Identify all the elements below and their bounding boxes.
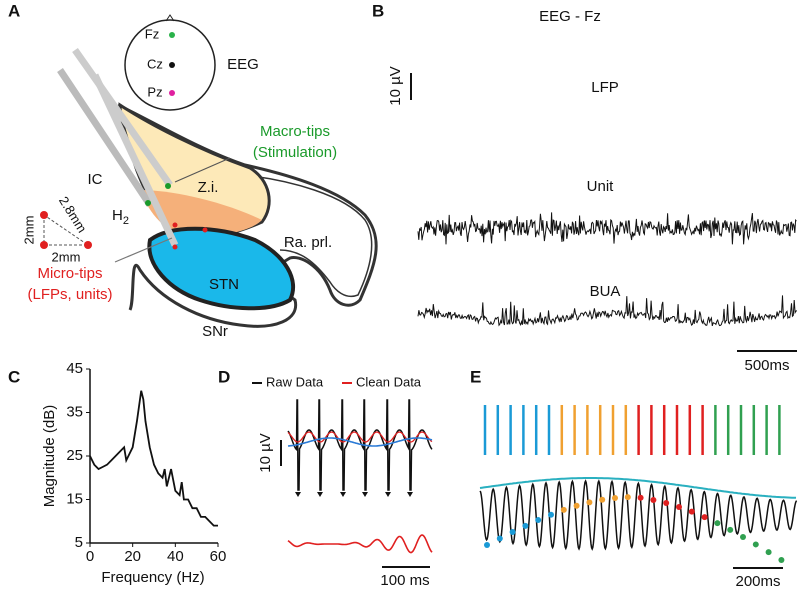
- x-axis-label: Frequency (Hz): [101, 569, 204, 586]
- scale-label: 100 ms: [380, 572, 429, 589]
- y-tick-label: 25: [66, 447, 83, 464]
- phase-dot: [701, 514, 708, 521]
- electrode-label: Fz: [145, 26, 159, 41]
- x-tick-label: 20: [124, 548, 141, 565]
- trace-label: BUA: [590, 283, 621, 300]
- macro-tips-label: Macro-tips: [260, 123, 330, 140]
- clean-trace: [287, 534, 433, 554]
- panel-label: D: [218, 367, 230, 386]
- region-label: H: [112, 207, 123, 224]
- spike-marker: [340, 492, 346, 497]
- baseline-overlay: [287, 437, 433, 447]
- phase-dot: [752, 541, 759, 548]
- phase-dot: [727, 526, 734, 533]
- y-tick-label: 15: [66, 490, 83, 507]
- region-label: Z.i.: [198, 179, 219, 196]
- y-tick-label: 35: [66, 403, 83, 420]
- anatomy: [40, 14, 378, 328]
- phase-dot: [586, 499, 593, 506]
- y-tick-label: 45: [66, 360, 83, 377]
- panel-label: E: [470, 367, 481, 386]
- phase-dot: [676, 503, 682, 510]
- phase-dot: [740, 533, 746, 540]
- scale-label: 10 µV: [257, 433, 274, 473]
- x-tick-label: 40: [167, 548, 184, 565]
- phase-dot: [650, 496, 657, 503]
- phase-dot: [612, 495, 618, 502]
- region-label: IC: [88, 171, 103, 188]
- y-axis-label: Magnitude (dB): [41, 405, 58, 508]
- phase-dot: [663, 500, 670, 507]
- unit-trace: [417, 212, 797, 245]
- scale-label: 10 µV: [387, 66, 404, 106]
- trace-label: LFP: [591, 79, 619, 96]
- distance-label: 2.8mm: [56, 194, 90, 236]
- clean-overlay: [287, 431, 433, 443]
- phase-dot: [496, 535, 503, 542]
- lfp-trace: [418, 109, 796, 148]
- region-label: STN: [209, 276, 239, 293]
- phase-dot: [548, 511, 554, 518]
- phase-dot: [560, 506, 567, 513]
- region-label: Ra. prl.: [284, 234, 332, 251]
- x-tick-label: 0: [86, 548, 94, 565]
- spike-marker: [362, 492, 368, 497]
- scale-label: 500ms: [744, 357, 789, 374]
- distance-label: 2mm: [52, 249, 81, 264]
- panel-label: B: [372, 1, 384, 20]
- phase-dot: [522, 522, 529, 529]
- phase-dot: [637, 494, 644, 501]
- micro-tips-label: (LFPs, units): [27, 286, 112, 303]
- electrode-label: Cz: [147, 56, 163, 71]
- spectrum-line: [89, 390, 218, 527]
- spike-marker: [295, 492, 301, 497]
- phase-dot: [714, 520, 721, 527]
- phase-dot: [688, 508, 695, 515]
- phase-dot: [765, 549, 772, 556]
- distance-label: 2mm: [21, 216, 36, 245]
- region-label: SNr: [202, 323, 228, 340]
- legend-label: Clean Data: [356, 374, 422, 389]
- bua-trace: [417, 295, 798, 327]
- oscillation-trace: [479, 479, 798, 551]
- electrode-label: Pz: [147, 84, 162, 99]
- phase-dot: [624, 494, 631, 501]
- trace-label: EEG - Fz: [539, 8, 601, 25]
- spike-marker: [385, 492, 391, 497]
- eeg-label: EEG: [227, 56, 259, 73]
- y-tick-label: 5: [75, 534, 83, 551]
- phase-dot: [573, 502, 580, 509]
- trace-label: Unit: [587, 178, 615, 195]
- phase-dot: [484, 542, 490, 548]
- phase-dot: [599, 496, 606, 503]
- envelope-trace: [479, 477, 797, 499]
- x-tick-label: 60: [210, 548, 227, 565]
- eeg-trace: [418, 38, 796, 57]
- phase-dot: [778, 557, 785, 563]
- spike-marker: [407, 492, 413, 497]
- scale-label: 200ms: [735, 573, 780, 589]
- panel-label: C: [8, 367, 20, 386]
- panel-label: A: [8, 1, 20, 20]
- macro-tips-label: (Stimulation): [253, 144, 337, 161]
- region-label: H2: [112, 207, 129, 227]
- subscript: 2: [123, 215, 129, 227]
- phase-dot: [535, 517, 542, 524]
- micro-tips-label: Micro-tips: [37, 265, 102, 282]
- legend-label: Raw Data: [266, 374, 324, 389]
- phase-dot: [509, 529, 516, 536]
- spike-marker: [317, 492, 323, 497]
